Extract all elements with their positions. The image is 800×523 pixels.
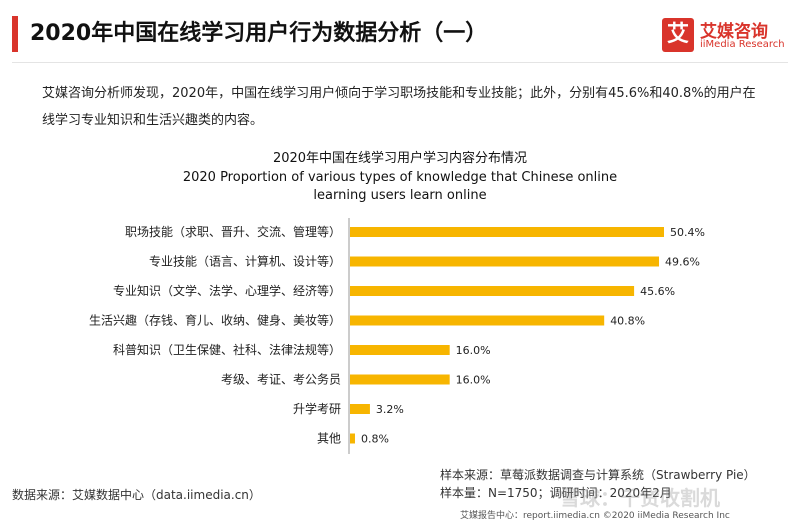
category-label: 升学考研 <box>293 401 341 416</box>
knowledge-distribution-chart: 2020年中国在线学习用户学习内容分布情况 2020 Proportion of… <box>89 150 705 454</box>
bar <box>350 374 450 385</box>
value-label: 3.2% <box>376 403 404 416</box>
value-label: 49.6% <box>665 256 700 269</box>
bar <box>350 227 664 237</box>
value-label: 0.8% <box>361 433 389 446</box>
value-label: 16.0% <box>456 344 491 357</box>
footer-credit: 艾媒报告中心：report.iimedia.cn ©2020 iiMedia R… <box>460 511 730 521</box>
watermark: 雪球：千贷收割机 <box>560 486 720 510</box>
category-label: 生活兴趣（存钱、育儿、收纳、健身、美妆等） <box>89 313 341 328</box>
value-label: 45.6% <box>640 285 675 298</box>
title-accent-bar <box>12 16 18 52</box>
category-label: 考级、考证、考公务员 <box>221 372 341 387</box>
page-title: 2020年中国在线学习用户行为数据分析（一） <box>30 21 488 46</box>
logo-name-en: iiMedia Research <box>700 39 785 50</box>
bar <box>350 404 370 414</box>
category-label: 专业技能（语言、计算机、设计等） <box>149 254 341 269</box>
bar <box>350 256 660 267</box>
bar <box>350 286 635 296</box>
logo-badge: 艾 <box>662 18 694 52</box>
bar <box>350 345 450 355</box>
chart-subtitle-en-line2: learning users learn online <box>313 188 486 203</box>
chart-title: 2020年中国在线学习用户学习内容分布情况 <box>273 150 527 166</box>
bar <box>350 315 605 326</box>
category-label: 职场技能（求职、晋升、交流、管理等） <box>125 224 341 239</box>
logo-name-cn: 艾媒咨询 <box>700 22 768 42</box>
value-label: 40.8% <box>610 315 645 328</box>
category-label: 专业知识（文学、法学、心理学、经济等） <box>113 283 341 298</box>
data-source: 数据来源：艾媒数据中心（data.iimedia.cn） <box>12 488 261 502</box>
category-label: 其他 <box>317 432 341 446</box>
bar <box>350 433 355 444</box>
analyst-description: 艾媒咨询分析师发现，2020年，中国在线学习用户倾向于学习职场技能和专业技能；此… <box>42 86 756 128</box>
category-label: 科普知识（卫生保健、社科、法律法规等） <box>113 342 341 357</box>
iimedia-logo: 艾 艾媒咨询 iiMedia Research <box>662 18 792 54</box>
value-label: 16.0% <box>456 374 491 387</box>
title-divider <box>12 62 788 63</box>
sample-size: 样本量：N=1750；调研时间：2020年2月 <box>440 486 672 500</box>
value-label: 50.4% <box>670 226 705 239</box>
sample-info: 样本来源：草莓派数据调查与计算系统（Strawberry Pie） 样本量：N=… <box>440 466 756 502</box>
chart-subtitle-en-line1: 2020 Proportion of various types of know… <box>183 170 617 185</box>
bar-group: 职场技能（求职、晋升、交流、管理等） 50.4% 专业技能（语言、计算机、设计等） 4… <box>89 224 705 446</box>
sample-source: 样本来源：草莓派数据调查与计算系统（Strawberry Pie） <box>440 468 756 482</box>
